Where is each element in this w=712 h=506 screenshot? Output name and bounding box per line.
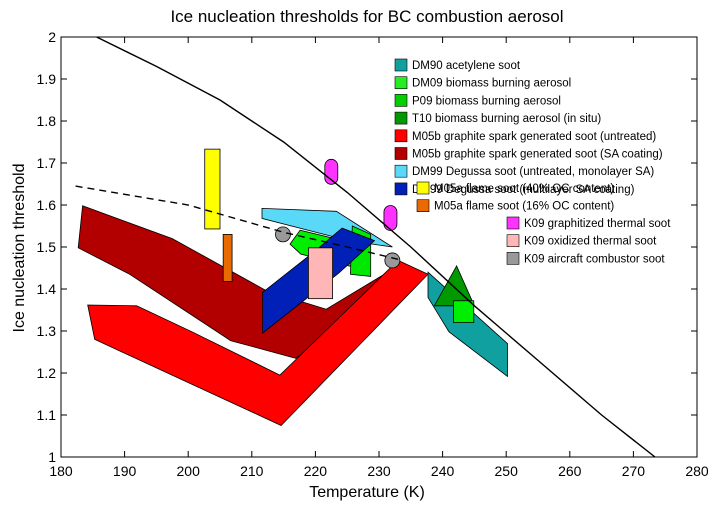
y-tick-label: 1.2 <box>37 365 57 381</box>
marker-k09-aircraft-combustor-soot-1 <box>275 226 291 243</box>
y-tick-label: 2 <box>48 29 56 45</box>
x-tick-label: 270 <box>622 463 646 479</box>
legend-label-m05b-graphite-spark-generated-soot-untreated: M05b graphite spark generated soot (untr… <box>412 131 656 143</box>
legend-label-t10-biomass-burning-aerosol-in-situ: T10 biomass burning aerosol (in situ) <box>412 113 601 125</box>
axes: 180 190 200 210 220 230 240 250 260 270 280 1 1.1 1.2… <box>37 29 709 479</box>
box-m05a-flame-soot-40-oc-content <box>204 148 221 230</box>
x-tick-label: 230 <box>367 463 391 479</box>
y-tick-label: 1.7 <box>37 155 57 171</box>
x-axis-title: Temperature (K) <box>309 484 425 501</box>
plot-area <box>75 37 656 457</box>
legend-label-m05a-flame-soot-16-oc-content: M05a flame soot (16% OC content) <box>434 201 614 213</box>
legend-label-k09-graphitized-thermal-soot: K09 graphitized thermal soot <box>524 218 671 230</box>
legend-swatch-k09-oxidized-thermal-soot <box>506 234 520 247</box>
legend-label-dm90-acetylene-soot: DM90 acetylene soot <box>412 60 521 72</box>
legend-swatch-dm90-acetylene-soot <box>394 58 408 72</box>
dashed-curve <box>75 185 400 261</box>
legend-swatch-m05b-graphite-spark-generated-soot-untreated <box>394 129 408 143</box>
legend-swatch-m05a-flame-soot-16-oc-content <box>416 199 430 212</box>
legend-label-dm09-biomass-burning-aerosol: DM09 biomass burning aerosol <box>412 78 571 90</box>
x-tick-label: 220 <box>304 463 328 479</box>
legend-swatch-k09-aircraft-combustor-soot <box>506 252 520 265</box>
legend-label-dm99-degussa-soot-multilayer-sa-coating: DM99 Degussa soot (multilayer SA coating… <box>412 184 635 196</box>
legend-swatch-t10-biomass-burning-aerosol-in-situ <box>394 111 408 125</box>
legend-label-m05b-graphite-spark-generated-soot-sa-coating: M05b graphite spark generated soot (SA c… <box>412 149 663 161</box>
legend-swatch-dm99-degussa-soot-multilayer-sa-coating <box>394 182 408 196</box>
legend-swatch-p09-biomass-burning-aerosol <box>394 94 408 107</box>
chart-title: Ice nucleation thresholds for BC combust… <box>170 7 563 26</box>
y-tick-label: 1 <box>48 449 56 465</box>
marker-k09-aircraft-combustor-soot-2 <box>384 252 401 269</box>
y-tick-label: 1.8 <box>37 113 57 129</box>
x-tick-label: 260 <box>558 463 582 479</box>
y-axis-title: Ice nucleation threshold <box>11 164 28 333</box>
y-tick-label: 1.5 <box>37 239 57 255</box>
x-tick-label: 190 <box>113 463 137 479</box>
legend-swatch-dm99-degussa-soot-untreated-monolayer-sa <box>394 164 408 178</box>
legend-swatch-k09-graphitized-thermal-soot <box>506 216 520 230</box>
x-tick-label: 280 <box>685 463 709 479</box>
solid-curve <box>96 37 656 457</box>
x-tick-label: 180 <box>49 463 73 479</box>
x-tick-label: 210 <box>240 463 264 479</box>
box-t10-biomass-burning-aerosol-in-situ <box>453 300 475 324</box>
legend: DM90 acetylene soot DM09 biomass burning … <box>394 58 671 265</box>
legend-label-k09-aircraft-combustor-soot: K09 aircraft combustor soot <box>524 253 665 265</box>
y-tick-label: 1.3 <box>37 323 57 339</box>
legend-swatch-m05a-flame-soot-40-oc-content <box>416 181 430 195</box>
y-tick-label: 1.4 <box>37 281 57 297</box>
x-tick-label: 240 <box>431 463 455 479</box>
marker-k09-graphitized-thermal-soot-2 <box>383 205 398 231</box>
y-tick-label: 1.1 <box>37 407 57 423</box>
y-tick-label: 1.9 <box>37 71 57 87</box>
legend-label-m05a-flame-soot-40-oc-content: M05a flame soot (40% OC content) <box>434 183 614 195</box>
legend-label-k09-oxidized-thermal-soot: K09 oxidized thermal soot <box>524 236 657 248</box>
y-tick-label: 1.6 <box>37 197 57 213</box>
legend-swatch-dm09-biomass-burning-aerosol <box>394 76 408 89</box>
box-m05a-flame-soot-16-oc-content <box>222 233 233 282</box>
legend-swatch-m05b-graphite-spark-generated-soot-sa-coating <box>394 147 408 160</box>
box-k09-oxidized-thermal-soot <box>308 247 333 300</box>
x-tick-label: 200 <box>177 463 201 479</box>
x-tick-label: 250 <box>495 463 519 479</box>
legend-label-dm99-degussa-soot-untreated-monolayer-sa: DM99 Degussa soot (untreated, monolayer … <box>412 166 654 178</box>
legend-label-p09-biomass-burning-aerosol: P09 biomass burning aerosol <box>412 95 561 107</box>
